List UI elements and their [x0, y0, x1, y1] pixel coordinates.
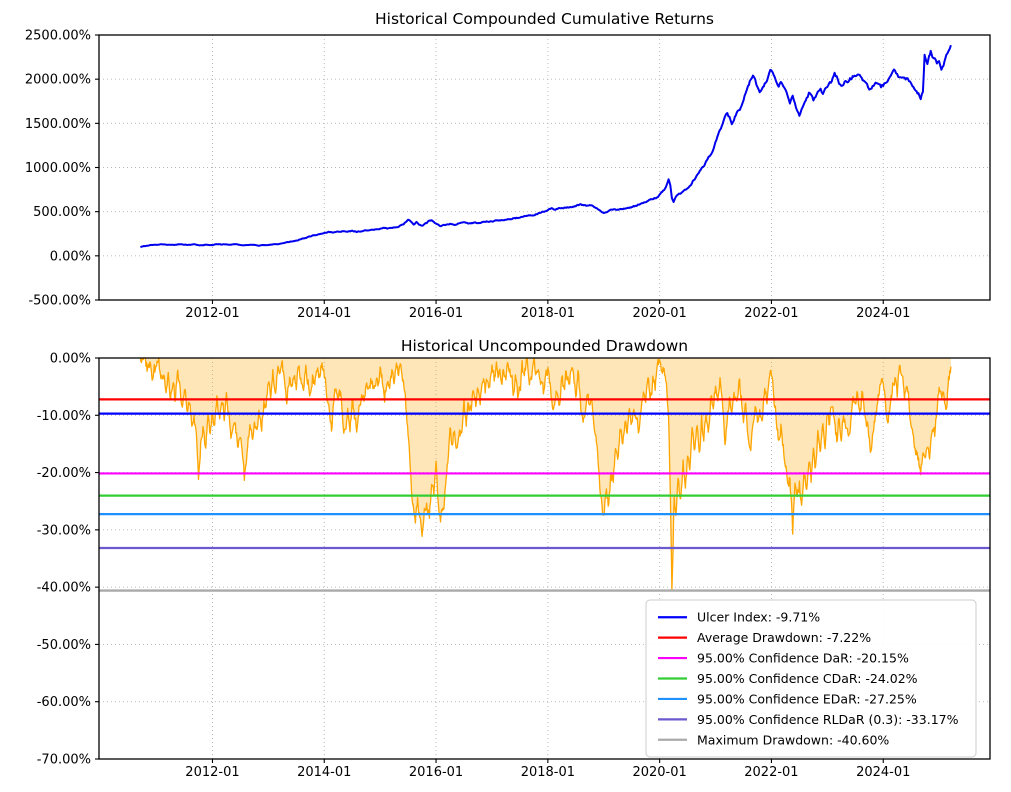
x-tick-label: 2020-01: [632, 306, 686, 321]
x-tick-label: 2020-01: [632, 765, 686, 780]
drawdown-line: [139, 357, 952, 592]
y-tick-label: 2500.00%: [25, 29, 91, 44]
y-tick-label: 500.00%: [33, 205, 91, 220]
legend-label: 95.00% Confidence DaR: -20.15%: [697, 651, 909, 666]
legend-label: Ulcer Index: -9.71%: [697, 610, 820, 625]
y-tick-label: 0.00%: [50, 249, 91, 264]
drawdown-chart: Historical Uncompounded Drawdown 2012-01 2…: [37, 337, 991, 780]
x-tick-label: 2018-01: [521, 306, 575, 321]
y-tick-label: 2000.00%: [25, 73, 91, 88]
cumulative-returns-chart: Historical Compounded Cumulative Returns…: [25, 10, 991, 321]
x-tick-label: 2012-01: [185, 306, 239, 321]
legend-label: 95.00% Confidence EDaR: -27.25%: [697, 691, 917, 706]
y-tick-label: -500.00%: [28, 294, 91, 309]
legend: Ulcer Index: -9.71% Average Drawdown: -7.…: [645, 599, 977, 758]
x-tick-label: 2024-01: [856, 765, 910, 780]
x-tick-label: 2016-01: [409, 765, 463, 780]
y-tick-label: -60.00%: [37, 695, 91, 710]
legend-label: Maximum Drawdown: -40.60%: [697, 732, 889, 747]
legend-label: 95.00% Confidence RLDaR (0.3): -33.17%: [697, 712, 959, 727]
y-tick-label: -20.00%: [37, 466, 91, 481]
x-tick-label: 2016-01: [409, 306, 463, 321]
x-tick-label: 2022-01: [744, 306, 798, 321]
x-tick-label: 2022-01: [744, 765, 798, 780]
y-tick-label: -30.00%: [37, 523, 91, 538]
x-tick-label: 2018-01: [521, 765, 575, 780]
legend-box: [645, 599, 977, 758]
axes-box: [98, 357, 991, 760]
legend-label: Average Drawdown: -7.22%: [697, 630, 871, 645]
y-tick-label: 1000.00%: [25, 161, 91, 176]
y-tick-label: 1500.00%: [25, 117, 91, 132]
y-tick-label: -10.00%: [37, 409, 91, 424]
legend-label: 95.00% Confidence CDaR: -24.02%: [697, 671, 918, 686]
y-tick-label: -50.00%: [37, 638, 91, 653]
chart-title: Historical Compounded Cumulative Returns: [375, 10, 714, 28]
cumulative-returns-line: [140, 44, 952, 249]
y-tick-label: -70.00%: [37, 753, 91, 768]
y-tick-label: 0.00%: [50, 352, 91, 367]
x-tick-label: 2014-01: [297, 306, 351, 321]
x-tick-label: 2024-01: [856, 306, 910, 321]
x-tick-label: 2014-01: [297, 765, 351, 780]
x-tick-label: 2012-01: [185, 765, 239, 780]
chart-title: Historical Uncompounded Drawdown: [401, 337, 688, 355]
y-tick-label: -40.00%: [37, 581, 91, 596]
